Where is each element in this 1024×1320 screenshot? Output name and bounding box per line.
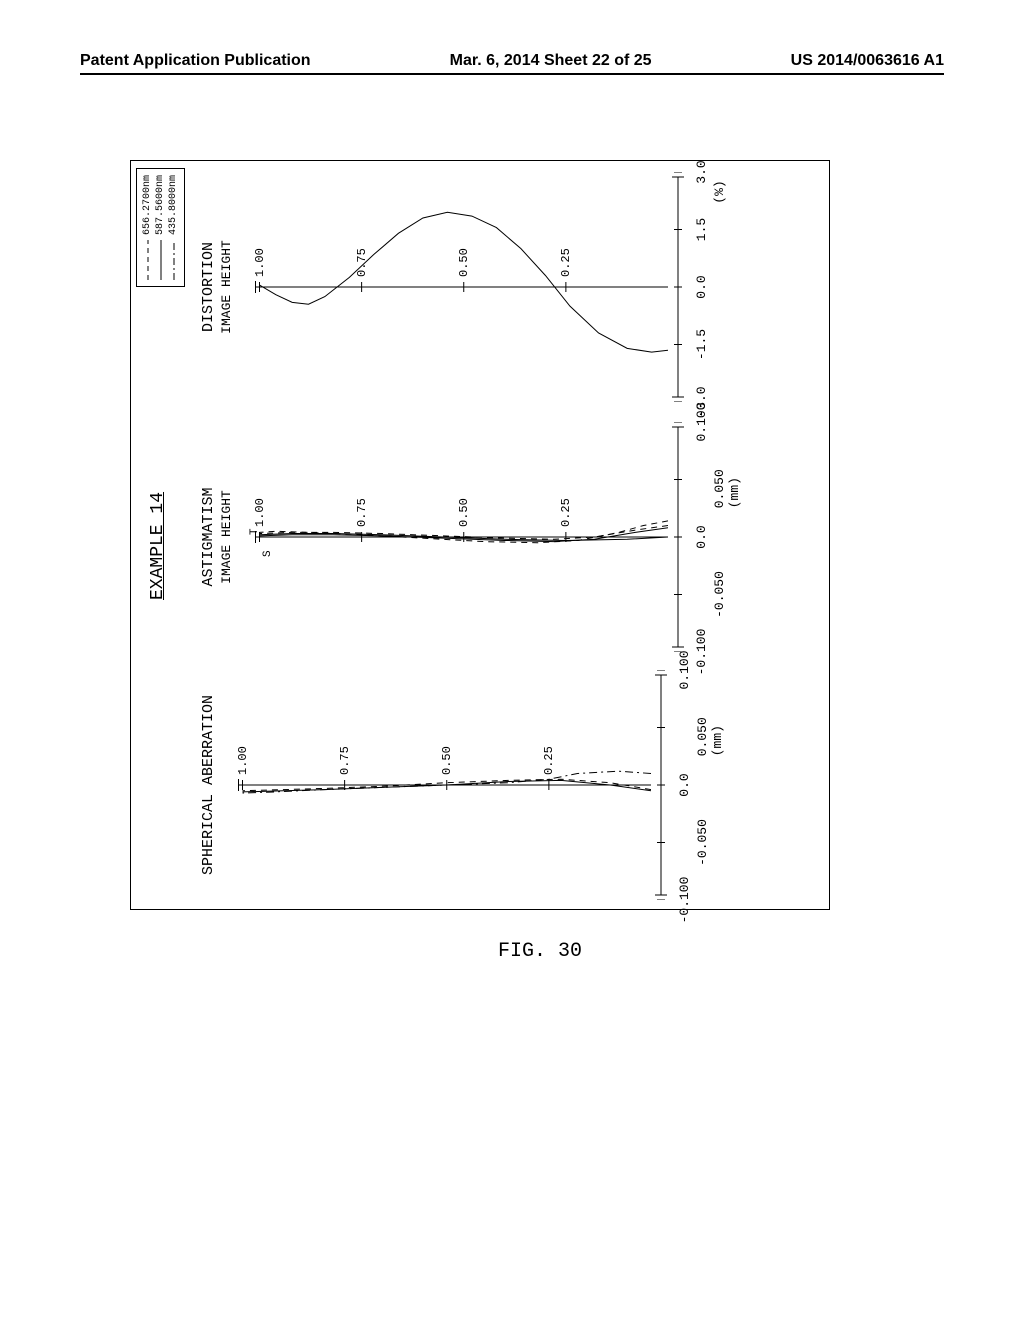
y-tick-label: 1.00 [236, 746, 250, 775]
y-tick-label: 0.75 [355, 498, 369, 527]
x-tick-label: 1.5 [694, 218, 709, 241]
x-tick-label: 0.100 [677, 650, 692, 689]
distortion-chart: DISTORTION IMAGE HEIGHT 1.00 0.75 0.50 0.25… [200, 172, 738, 402]
sagittal-label: S [262, 550, 274, 557]
legend-label: 587.5600nm [155, 175, 166, 235]
header-middle: Mar. 6, 2014 Sheet 22 of 25 [450, 52, 652, 70]
legend-dash-line-icon [143, 240, 153, 280]
y-tick-label: 0.25 [542, 746, 556, 775]
chart-subtitle: IMAGE HEIGHT [219, 172, 234, 402]
spherical-aberration-chart: SPHERICAL ABERRATION 1.00 0.75 0.50 0.25 -0… [200, 670, 721, 900]
example-title: EXAMPLE 14 [148, 492, 168, 600]
y-tick-label: 1.00 [253, 498, 267, 527]
x-tick-label: -1.5 [694, 329, 709, 360]
y-tick-label: 0.75 [338, 746, 352, 775]
page-header: Patent Application Publication Mar. 6, 2… [80, 52, 944, 75]
x-tick-label: 0.0 [694, 525, 709, 548]
y-tick-label: 0.50 [440, 746, 454, 775]
y-tick-label: 0.50 [457, 248, 471, 277]
legend-solid-line-icon [156, 240, 166, 280]
legend-label: 656.2700nm [142, 175, 153, 235]
x-tick-label: -0.100 [694, 629, 709, 676]
header-left: Patent Application Publication [80, 52, 311, 70]
x-tick-label: -0.050 [695, 819, 710, 866]
wavelength-legend: 656.2700nm 587.5600nm 435.8000nm [136, 168, 185, 287]
x-tick-label: -3.0 [694, 386, 709, 417]
x-tick-label: 0.050 (mm) [695, 699, 725, 757]
x-tick-label: -0.050 [712, 571, 727, 618]
x-unit-label: (%) [712, 180, 727, 203]
x-tick-label: -0.100 [677, 877, 692, 924]
chart-title: DISTORTION [200, 172, 217, 402]
header-right: US 2014/0063616 A1 [791, 52, 944, 70]
legend-row: 656.2700nm [141, 175, 154, 280]
legend-label: 435.8000nm [168, 175, 179, 235]
legend-dashdot-line-icon [169, 240, 179, 280]
chart-subtitle: IMAGE HEIGHT [219, 422, 234, 652]
y-tick-label: 0.50 [457, 498, 471, 527]
figure-content: EXAMPLE 14 656.2700nm 587.5600nm 435.800… [130, 160, 830, 910]
x-tick-label: 0.050 (mm) [712, 451, 742, 509]
figure-caption: FIG. 30 [498, 940, 582, 963]
astigmatism-chart: ASTIGMATISM IMAGE HEIGHT 1.00 0.75 0.50 0.2… [200, 422, 738, 652]
x-axis: -0.1000.00.100-0.0500.050 (mm) [651, 670, 721, 900]
y-tick-label: 0.75 [355, 248, 369, 277]
tangential-label: T [249, 528, 261, 535]
plot-area: 1.00 0.75 0.50 0.25 [238, 172, 668, 402]
chart-title: ASTIGMATISM [200, 422, 217, 652]
x-tick-label: 0.0 [694, 275, 709, 298]
y-tick-label: 0.25 [559, 248, 573, 277]
y-tick-label: 1.00 [253, 248, 267, 277]
y-tick-label: 0.25 [559, 498, 573, 527]
plot-area: 1.00 0.75 0.50 0.25 S T [238, 422, 668, 652]
plot-area: 1.00 0.75 0.50 0.25 [221, 670, 651, 900]
legend-row: 587.5600nm [154, 175, 167, 280]
chart-title: SPHERICAL ABERRATION [200, 670, 217, 900]
x-tick-label: 0.0 [677, 773, 692, 796]
legend-row: 435.8000nm [167, 175, 180, 280]
x-axis: -0.1000.00.100-0.0500.050 (mm) [668, 422, 738, 652]
x-axis: -3.0-1.50.01.53.0(%) [668, 172, 738, 402]
x-tick-label: 3.0 [694, 160, 709, 183]
